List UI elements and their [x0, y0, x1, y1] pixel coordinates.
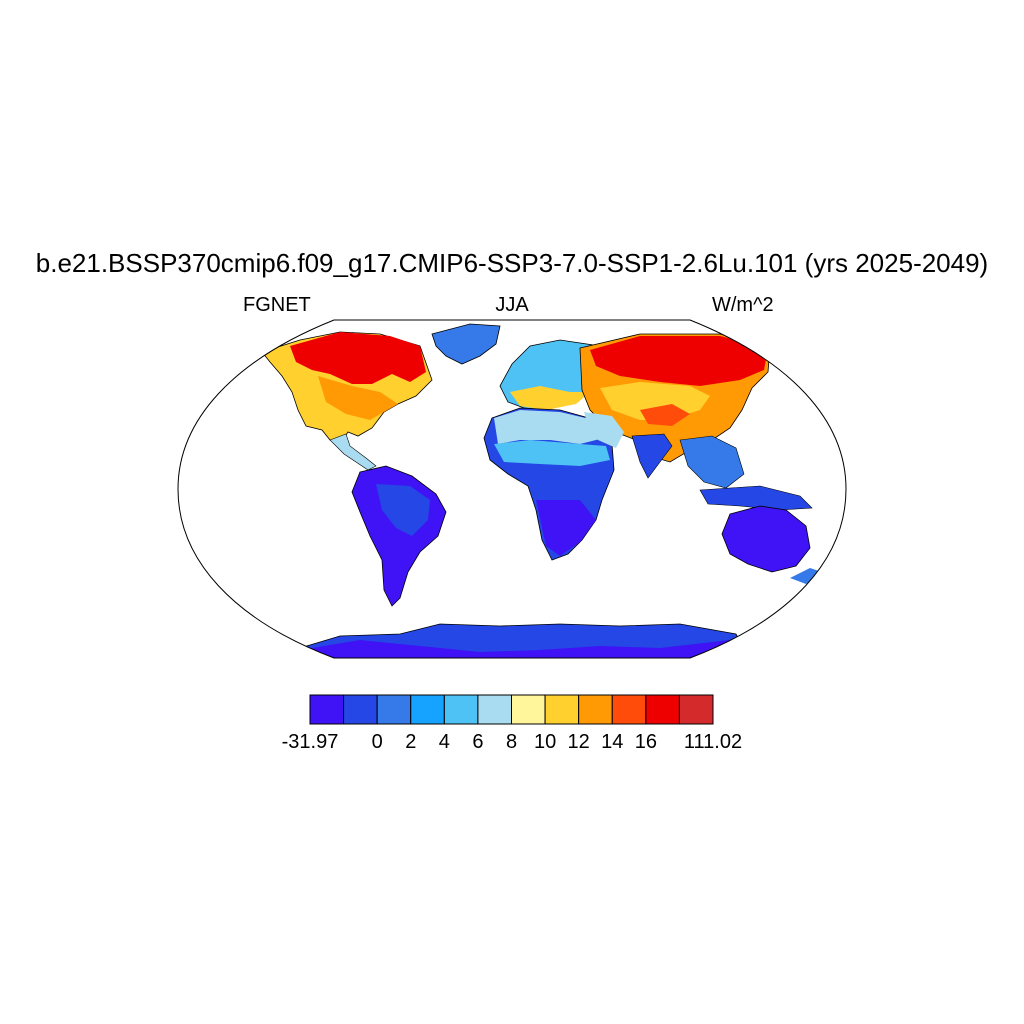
asia-north [590, 336, 768, 386]
south-america-mid [376, 484, 430, 536]
colorbar-box [611, 694, 647, 725]
colorbar-box [477, 694, 512, 725]
center-string: JJA [495, 294, 529, 316]
colorbar-box [578, 694, 613, 725]
africa-north [494, 410, 604, 444]
india-fill [631, 433, 673, 479]
middle-east [584, 412, 624, 448]
colorbar-box [511, 694, 546, 725]
colorbar-box [645, 694, 680, 725]
colorbar-box [309, 694, 345, 725]
colorbar-box [376, 694, 412, 725]
colorbar-tick-label: 2 [405, 731, 417, 753]
map-outline [177, 319, 847, 659]
new-zealand-fill [790, 568, 822, 584]
africa-south [536, 500, 596, 556]
colorbar-box [410, 694, 445, 725]
colorbar-tick-label: 14 [601, 731, 624, 753]
colorbar-tick-label: 12 [567, 731, 590, 753]
colorbar-tick-label: 10 [533, 731, 557, 753]
central-america [329, 433, 377, 471]
tibet-plateau [640, 404, 690, 426]
colorbar-tick-label: 0 [371, 731, 383, 753]
colorbar-tick-label: 16 [634, 731, 657, 753]
australia-fill [721, 505, 811, 573]
colorbar-box [678, 694, 714, 725]
europe-south [510, 386, 590, 410]
southeast-asia [679, 435, 745, 489]
colorbar-tick-label: 8 [505, 731, 518, 753]
colorbar-box [544, 694, 580, 725]
left-string: FGNET [243, 294, 311, 316]
colorbar-tick-label: -31.97 [281, 731, 339, 753]
right-string: W/m^2 [712, 294, 774, 316]
north-america-north [290, 332, 426, 384]
colorbar-tick-label: 111.02 [683, 731, 743, 753]
colorbar-tick-label: 6 [472, 731, 484, 753]
plot-title: b.e21.BSSP370cmip6.f09_g17.CMIP6-SSP3-7.… [35, 248, 989, 278]
africa-sahel [494, 440, 610, 466]
colorbar-box [443, 694, 479, 725]
north-america-east [318, 376, 398, 420]
indonesia-fill [699, 485, 813, 511]
land-fill [261, 323, 822, 658]
colorbar-tick-label: 4 [438, 731, 450, 753]
colorbar-box [343, 694, 378, 725]
antarctica-east [300, 640, 740, 658]
greenland-fill [431, 323, 501, 365]
colorbar [309, 694, 714, 725]
